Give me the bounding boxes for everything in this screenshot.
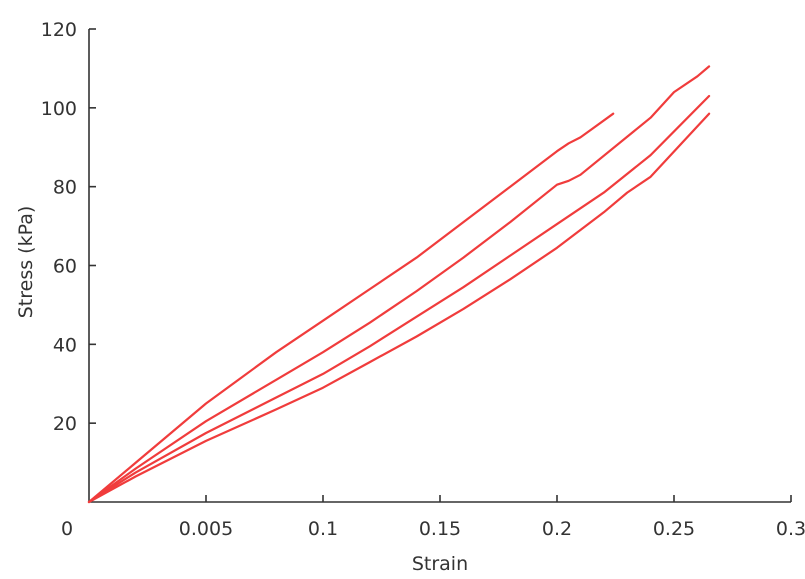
x-tick-label: 0.25 bbox=[653, 518, 695, 540]
x-tick-label: 0 bbox=[61, 518, 73, 540]
x-tick-label: 0.3 bbox=[776, 518, 805, 540]
y-tick-label: 120 bbox=[41, 19, 77, 41]
axes bbox=[88, 29, 791, 503]
y-tick-label: 80 bbox=[53, 177, 77, 199]
x-tick-label: 0.15 bbox=[419, 518, 461, 540]
series-line bbox=[87, 112, 711, 504]
y-tick-label: 60 bbox=[53, 256, 77, 278]
x-tick-label: 0.2 bbox=[542, 518, 572, 540]
series-lines bbox=[87, 65, 711, 504]
series-line bbox=[87, 94, 711, 504]
y-axis-title: Stress (kPa) bbox=[15, 206, 37, 319]
y-tick-label: 100 bbox=[41, 98, 77, 120]
y-tick-label: 20 bbox=[53, 413, 77, 435]
series-line bbox=[87, 112, 615, 504]
series-line bbox=[87, 65, 711, 504]
y-tick-label: 40 bbox=[53, 334, 77, 356]
x-axis-title: Strain bbox=[412, 553, 468, 575]
ticks: 0 0.005 0.1 0.15 0.2 0.25 0.3 20 40 60 80 100 120 bbox=[41, 19, 805, 540]
x-tick-label: 0.1 bbox=[308, 518, 338, 540]
x-tick-label: 0.005 bbox=[179, 518, 233, 540]
